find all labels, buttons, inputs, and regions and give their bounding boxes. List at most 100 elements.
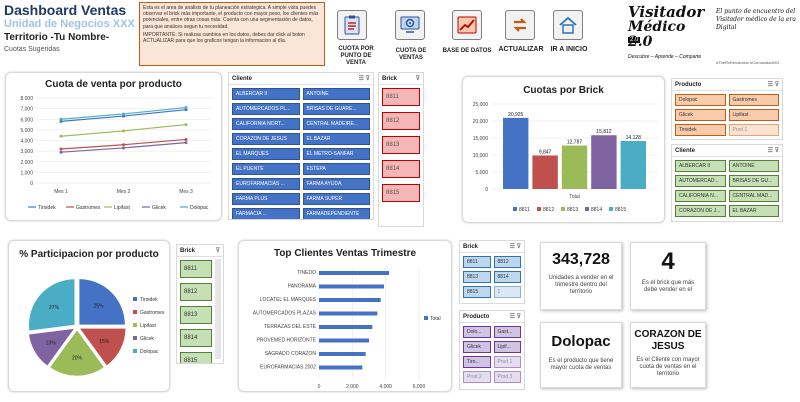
slicer-item[interactable]: EL PUENTE bbox=[232, 163, 300, 175]
legend-label: 8813 bbox=[567, 207, 578, 213]
slicer-item[interactable]: 8814 bbox=[493, 271, 521, 283]
slicer-item[interactable]: 1 bbox=[493, 286, 521, 298]
slicer-item[interactable]: 8811 bbox=[180, 260, 212, 278]
slicer-item[interactable]: Glicek bbox=[675, 109, 726, 121]
slicer-item[interactable]: Gastromes bbox=[728, 94, 779, 106]
slicer-item[interactable]: Tiro... bbox=[463, 356, 491, 368]
cuota-punto-venta-label[interactable]: CUOTA POR PUNTO DE VENTA bbox=[338, 46, 374, 66]
y-tick-label: LOCATEL EL MARQUES bbox=[260, 297, 317, 303]
cuota-ventas-label[interactable]: CUOTA DE VENTAS bbox=[395, 48, 427, 61]
slicer-item[interactable]: ANTOINE bbox=[302, 88, 370, 100]
slicer-item[interactable]: FARMADEPENDIENTE bbox=[302, 208, 370, 219]
slicer-item[interactable]: 8815 bbox=[382, 184, 420, 202]
bar bbox=[319, 284, 384, 289]
inicio-label[interactable]: IR A INICIO bbox=[550, 46, 588, 53]
cuota-punto-venta-nav[interactable] bbox=[332, 10, 372, 40]
filter-icon[interactable]: ☰ ⊽ bbox=[509, 314, 521, 320]
slicer-item[interactable]: EL MARQUES bbox=[232, 148, 300, 160]
data-label: 14,128 bbox=[626, 135, 642, 141]
slicer-item[interactable]: EL BAZAR bbox=[302, 133, 370, 145]
slicer-item[interactable]: BRISAS DE GUARE... bbox=[302, 103, 370, 115]
actualizar-nav[interactable] bbox=[500, 10, 540, 40]
brick-slicer-top: Brick ⊽ 8811 8812 8813 8814 8815 bbox=[378, 72, 424, 227]
kpi-product: Dolopac Es el producto que tiene mayor c… bbox=[540, 322, 622, 388]
slicer-item[interactable]: FARMA PLUS bbox=[232, 193, 300, 205]
slicer-item[interactable]: FARMA SUPER bbox=[302, 193, 370, 205]
y-tick-label: 5,000 bbox=[20, 128, 33, 134]
filter-clear-icon[interactable]: ☰ ⊽ bbox=[358, 76, 370, 82]
bar-8813 bbox=[561, 145, 588, 189]
pie-chart-panel: % Participacion por producto 25% 15% 20% 13… bbox=[8, 240, 170, 392]
slicer-item[interactable]: CALIFORNIA N... bbox=[675, 190, 726, 202]
legend-label: Dolopac bbox=[140, 349, 159, 355]
slicer-item[interactable]: Prod 1 bbox=[493, 356, 521, 368]
chart-icon[interactable] bbox=[452, 10, 482, 40]
filter-icon[interactable]: ⊽ bbox=[215, 248, 220, 254]
y-tick-label: EUROFARMACIAS 2002 bbox=[260, 365, 316, 371]
slicer-item[interactable]: Prod 3 bbox=[493, 371, 521, 383]
brick-slicer-small: Brick ☰ ⊽ 8811 8812 8813 8814 8815 1 bbox=[459, 240, 525, 304]
slicer-item[interactable]: 8812 bbox=[493, 256, 521, 268]
scrollbar[interactable] bbox=[215, 259, 221, 359]
slicer-item[interactable]: Prod 1 bbox=[728, 124, 779, 136]
filter-icon[interactable]: ☰ ⊽ bbox=[767, 148, 779, 154]
slicer-item[interactable]: Gast... bbox=[493, 326, 521, 338]
slicer-item[interactable]: Lipif... bbox=[493, 341, 521, 353]
bar-8811 bbox=[503, 117, 529, 189]
slicer-item[interactable]: 8815 bbox=[180, 352, 212, 363]
slicer-item[interactable]: Dolo... bbox=[463, 326, 491, 338]
slicer-item[interactable]: FARMA AYUDA bbox=[302, 178, 370, 190]
slicer-item[interactable]: AUTOMERCAD... bbox=[675, 175, 726, 187]
slicer-item[interactable]: ANTOINE bbox=[728, 160, 779, 172]
inicio-nav[interactable] bbox=[548, 10, 588, 40]
clipboard-icon[interactable] bbox=[337, 10, 367, 40]
slicer-item[interactable]: Glicek bbox=[463, 341, 491, 353]
slicer-item[interactable]: 8811 bbox=[382, 88, 420, 106]
slice-label: 13% bbox=[46, 341, 57, 347]
slicer-item[interactable]: 8814 bbox=[180, 329, 212, 347]
slicer-item[interactable]: EUROFARMACIAS ... bbox=[232, 178, 300, 190]
slicer-item[interactable]: Lipifast bbox=[728, 109, 779, 121]
slicer-item[interactable]: FARMACIA ... bbox=[232, 208, 300, 219]
slicer-item[interactable]: ESTEPA bbox=[302, 163, 370, 175]
slicer-item[interactable]: CORAZON DE J... bbox=[675, 205, 726, 217]
legend-label: Glicek bbox=[152, 205, 166, 211]
slicer-item[interactable]: EL BAZAR bbox=[728, 205, 779, 217]
slicer-item[interactable]: CENTRAL MAD... bbox=[728, 190, 779, 202]
base-datos-nav[interactable] bbox=[447, 10, 487, 40]
slicer-item[interactable]: Prod 2 bbox=[463, 371, 491, 383]
business-unit: Unidad de Negocios XXX bbox=[4, 18, 135, 30]
slicer-item[interactable]: CENTRAL MADEIRE... bbox=[302, 118, 370, 130]
slicer-item[interactable]: 8812 bbox=[382, 112, 420, 130]
base-datos-label[interactable]: BASE DE DATOS bbox=[442, 48, 492, 54]
brand-slogan: El punto de encuentro del Visitador médi… bbox=[716, 8, 796, 31]
slicer-item[interactable]: CALIFORNIA NORT... bbox=[232, 118, 300, 130]
filter-icon[interactable]: ⊽ bbox=[415, 76, 420, 82]
filter-icon[interactable]: ☰ ⊽ bbox=[767, 82, 779, 88]
slicer-item[interactable]: ALBERCAR II bbox=[232, 88, 300, 100]
refresh-arrows-icon[interactable] bbox=[505, 10, 535, 40]
slicer-item[interactable]: BRISAS DE GU... bbox=[728, 175, 779, 187]
y-tick-label: TERRAZAS DEL ESTE bbox=[264, 324, 317, 330]
slicer-item[interactable]: Tiroidek bbox=[675, 124, 726, 136]
slicer-item[interactable]: 8813 bbox=[463, 271, 491, 283]
home-icon[interactable] bbox=[553, 10, 583, 40]
slicer-item[interactable]: 8813 bbox=[180, 306, 212, 324]
slicer-item[interactable]: Dolopac bbox=[675, 94, 726, 106]
slicer-item[interactable]: 8815 bbox=[463, 286, 491, 298]
slicer-item[interactable]: 8811 bbox=[463, 256, 491, 268]
slicer-item[interactable]: 8814 bbox=[382, 160, 420, 178]
actualizar-label[interactable]: ACTUALIZAR bbox=[498, 46, 544, 53]
y-tick-label: 25,000 bbox=[473, 102, 489, 108]
filter-icon[interactable]: ☰ ⊽ bbox=[509, 244, 521, 250]
hbar-chart-title: Top Clientes Ventas Trimestre bbox=[273, 248, 417, 259]
kpi-units: 343,728 Unidades a vender en el trimestr… bbox=[540, 242, 622, 310]
settings-monitor-icon[interactable] bbox=[395, 10, 425, 40]
slicer-item[interactable]: AUTOMERCADOS PL... bbox=[232, 103, 300, 115]
slicer-item[interactable]: 8813 bbox=[382, 136, 420, 154]
slicer-item[interactable]: EL METRO-SANFAR bbox=[302, 148, 370, 160]
cuota-ventas-nav[interactable] bbox=[390, 10, 430, 40]
slicer-item[interactable]: ALBERCAR II bbox=[675, 160, 726, 172]
slicer-item[interactable]: CORAZON DE JESUS bbox=[232, 133, 300, 145]
slicer-item[interactable]: 8812 bbox=[180, 283, 212, 301]
